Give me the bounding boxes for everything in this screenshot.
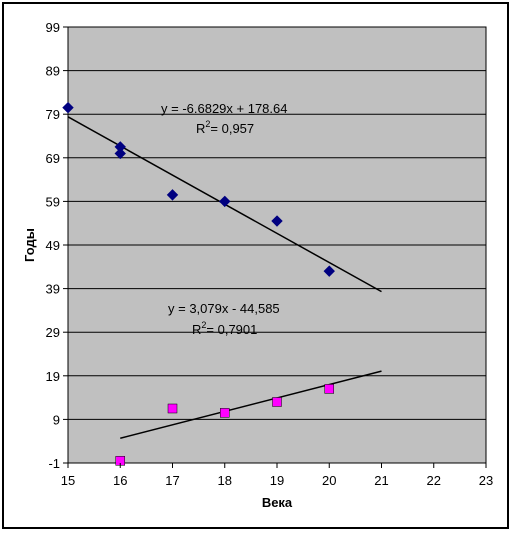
x-tick-label: 22 [427,473,441,488]
y-tick-label: -1 [48,456,60,471]
x-tick-label: 19 [270,473,284,488]
r2-sup: 2 [201,320,206,330]
x-axis-ticks: 15 16 17 18 19 20 21 22 23 [61,463,493,488]
r2-value-series-2: = 0,7901 [206,322,257,337]
y-axis-title: Годы [22,228,37,262]
r2-base: R [196,121,205,136]
trendline-r2-series-2: R2= 0,7901 [192,320,257,337]
gridlines [68,70,486,420]
x-tick-label: 15 [61,473,75,488]
y-tick-label: 9 [53,412,60,427]
y-axis-ticks: -1 9 19 29 39 49 59 69 79 89 99 [46,20,68,471]
r2-value-series-1: = 0,957 [210,121,254,136]
data-point-series-1 [62,101,74,114]
y-tick-label: 89 [46,64,60,79]
x-tick-label: 21 [374,473,388,488]
r2-base: R [192,322,201,337]
x-axis-title: Века [262,495,293,510]
trendline-equation-series-1: y = -6.6829x + 178.64 [161,101,287,116]
r2-sup: 2 [205,119,210,129]
data-point-series-2 [324,384,334,394]
y-tick-label: 99 [46,20,60,35]
data-markers [62,101,335,466]
data-point-series-1 [114,147,126,160]
y-tick-label: 39 [46,282,60,297]
trendline-r2-series-1: R2= 0,957 [196,119,254,136]
trendline-equation-series-2: y = 3,079x - 44,585 [168,301,280,316]
x-tick-label: 17 [165,473,179,488]
data-point-series-1 [219,195,231,208]
data-point-series-1 [271,215,283,227]
y-tick-label: 29 [46,325,60,340]
y-tick-label: 79 [46,107,60,122]
trendline-series-2 [120,370,382,439]
x-tick-label: 20 [322,473,336,488]
x-tick-label: 18 [218,473,232,488]
x-tick-label: 16 [113,473,127,488]
y-tick-label: 59 [46,194,60,209]
data-point-series-1 [323,265,335,277]
y-tick-label: 19 [46,369,60,384]
data-point-series-1 [166,189,179,201]
y-tick-label: 69 [46,151,60,166]
data-point-series-2 [220,408,230,418]
y-tick-label: 49 [46,238,60,253]
data-point-series-2 [272,397,282,407]
x-tick-label: 23 [479,473,493,488]
data-point-series-2 [167,403,178,414]
